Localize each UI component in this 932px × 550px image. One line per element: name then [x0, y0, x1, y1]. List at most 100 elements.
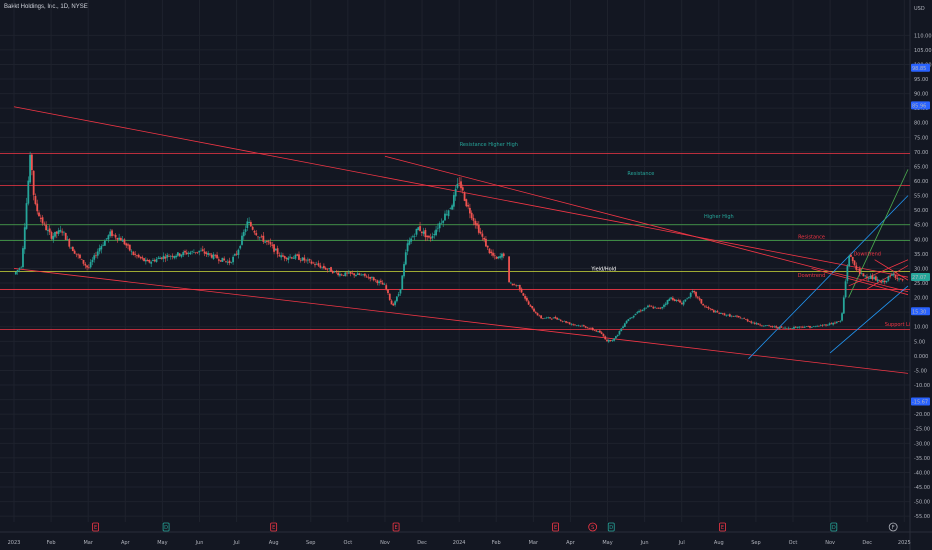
- candle-body: [77, 254, 80, 256]
- annotation-label: Downtrend: [853, 251, 881, 257]
- price-tick-label: -25.00: [914, 427, 930, 433]
- candle-body: [246, 221, 249, 228]
- candle-body: [545, 317, 548, 319]
- time-tick-label: Oct: [789, 540, 798, 546]
- candle-body: [394, 301, 397, 305]
- candle-body: [280, 255, 283, 258]
- candle-body: [349, 272, 352, 274]
- candle-body: [160, 257, 163, 259]
- candle-body: [616, 334, 619, 336]
- candle-body: [95, 255, 97, 257]
- candle-body: [858, 268, 861, 274]
- candle-body: [82, 260, 85, 264]
- candle-body: [787, 327, 790, 329]
- candle-body: [702, 303, 705, 306]
- trend-line: [13, 268, 909, 374]
- candle-body: [168, 256, 170, 257]
- candle-body: [306, 259, 309, 261]
- candle-body: [353, 273, 356, 276]
- candle-body: [262, 235, 265, 242]
- candle-body: [203, 251, 206, 254]
- candle-body: [292, 257, 295, 259]
- candle-body: [460, 181, 462, 189]
- event-marker-label: E: [394, 525, 397, 531]
- price-tick-label: 60.00: [914, 179, 928, 185]
- candle-body: [230, 262, 233, 263]
- candle-body: [283, 256, 286, 259]
- candle-body: [752, 322, 754, 324]
- candle-body: [574, 324, 576, 326]
- candle-body: [714, 311, 717, 313]
- event-marker-label: F: [892, 525, 895, 531]
- candle-body: [107, 235, 110, 240]
- candle-body: [347, 272, 350, 274]
- time-tick-label: 2025: [898, 540, 911, 546]
- candle-body: [191, 251, 194, 252]
- candle-body: [367, 276, 370, 278]
- candle-body: [712, 310, 715, 313]
- candle-body: [493, 255, 496, 257]
- candle-body: [322, 265, 325, 269]
- candle-body: [50, 232, 53, 239]
- candle-body: [169, 256, 172, 257]
- candle-body: [725, 315, 728, 317]
- candle-body: [769, 325, 772, 327]
- candle-body: [851, 256, 854, 262]
- candle-body: [757, 323, 760, 325]
- candle-body: [625, 320, 628, 324]
- candle-body: [212, 254, 215, 259]
- candle-body: [451, 205, 453, 210]
- candle-body: [598, 330, 601, 333]
- candle-body: [152, 260, 154, 262]
- candle-body: [445, 214, 448, 215]
- candle-body: [249, 222, 252, 227]
- candle-body: [559, 319, 562, 321]
- time-tick-label: Mar: [529, 540, 539, 546]
- candle-body: [803, 327, 806, 328]
- candle-body: [428, 235, 430, 238]
- candle-body: [828, 323, 831, 326]
- price-tick-label: 30.00: [914, 266, 928, 272]
- candle-body: [431, 235, 434, 239]
- candle-body: [29, 154, 31, 183]
- time-tick-label: Dec: [417, 540, 427, 546]
- candle-body: [577, 325, 580, 326]
- candle-body: [289, 256, 291, 258]
- candle-body: [878, 280, 881, 281]
- price-tick-label: 25.00: [914, 281, 928, 287]
- candle-body: [680, 303, 683, 305]
- candle-body: [25, 203, 28, 229]
- plot-area: Resistance Higher High Resistance Higher H…: [0, 106, 910, 374]
- price-tick-label: -30.00: [914, 441, 930, 447]
- candle-body: [773, 326, 776, 328]
- candle-body: [125, 243, 128, 246]
- candle-body: [664, 303, 667, 305]
- candle-body: [785, 327, 788, 329]
- candle-body: [93, 255, 96, 260]
- candle-body: [111, 230, 113, 237]
- candle-body: [87, 267, 90, 268]
- candle-body: [139, 256, 142, 259]
- candle-body: [602, 334, 605, 337]
- price-badge-label: 85.96: [912, 103, 926, 109]
- candle-body: [223, 258, 226, 261]
- candle-body: [490, 251, 493, 254]
- candle-body: [857, 269, 859, 270]
- candle-body: [23, 227, 26, 250]
- candle-body: [258, 237, 261, 238]
- candle-body: [755, 323, 758, 325]
- candle-body: [556, 317, 559, 320]
- candle-body: [801, 326, 804, 328]
- candle-body: [326, 269, 329, 271]
- candle-body: [333, 271, 336, 273]
- candle-body: [618, 331, 621, 335]
- candle-body: [782, 327, 785, 329]
- candle-body: [766, 325, 769, 326]
- price-tick-label: 35.00: [914, 252, 928, 258]
- price-tick-label: 105.00: [914, 48, 932, 54]
- candle-body: [185, 252, 188, 255]
- candle-body: [193, 252, 195, 253]
- candle-body: [582, 325, 585, 327]
- candle-body: [869, 275, 872, 279]
